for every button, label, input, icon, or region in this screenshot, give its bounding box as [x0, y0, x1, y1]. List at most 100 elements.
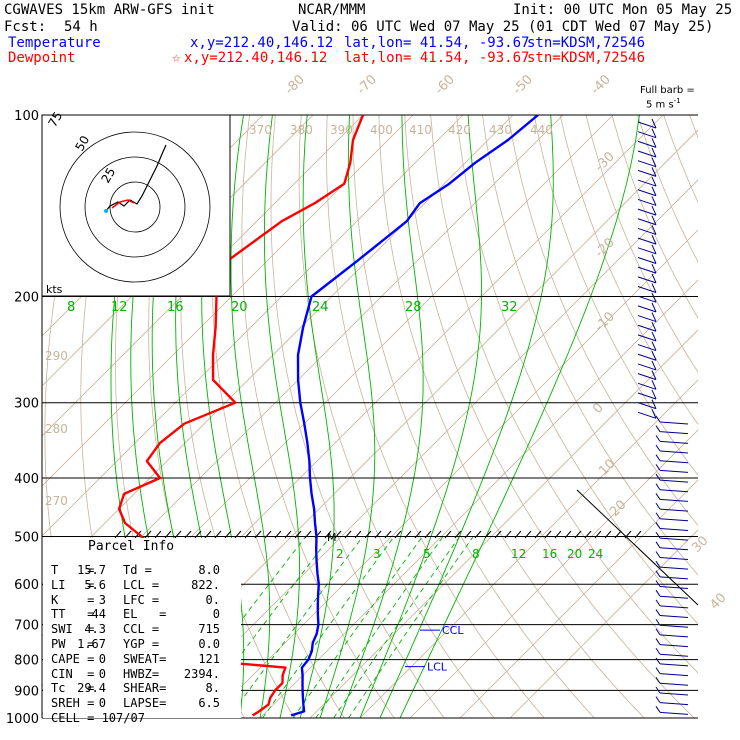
wind-barb-flag	[655, 531, 661, 539]
dry-adiabat-line	[637, 115, 698, 263]
parcel-info-cell: 0	[212, 607, 220, 622]
parcel-info-cell: 3	[98, 592, 106, 607]
wind-barb-flag	[651, 283, 657, 293]
dry-adiabat-line	[533, 115, 698, 476]
dry-adiabat-label: 290	[45, 349, 68, 363]
hatch-mark	[214, 530, 222, 539]
hatch-mark	[284, 530, 292, 539]
wind-barb-flag	[655, 483, 661, 491]
wind-barb-shaft	[659, 547, 689, 551]
parcel-info-cell: 4.3	[84, 622, 106, 637]
parcel-info-cell: CCL =	[123, 622, 160, 637]
pressure-tick-label: 200	[14, 291, 39, 306]
hatch-mark	[574, 530, 582, 539]
hatch-mark	[124, 530, 132, 539]
parcel-info-cell: 1.67	[77, 637, 106, 651]
dry-adiabat-label: 370	[249, 123, 272, 137]
wind-barb-shaft	[637, 227, 657, 235]
parcel-info-cell: 6.5	[198, 696, 220, 711]
isotherm-label: -20	[592, 235, 618, 261]
parcel-cell: CELL = 107/07	[51, 711, 145, 725]
wind-barb-shaft	[659, 692, 689, 696]
parcel-info-cell: 44	[91, 607, 106, 622]
wind-barb-flag	[651, 196, 657, 206]
wind-barb-flag	[655, 589, 661, 597]
hatch-mark	[434, 530, 442, 539]
mixing-ratio-line	[348, 536, 474, 718]
parcel-info-cell: 29.4	[77, 681, 106, 696]
wind-barb	[637, 370, 657, 381]
dry-adiabat-line	[611, 115, 698, 319]
hatch-mark	[154, 530, 162, 539]
wind-barb-flag	[655, 522, 661, 529]
wind-barb	[637, 138, 657, 148]
wind-barb	[655, 473, 689, 483]
wind-barb-flag	[655, 415, 661, 423]
isotherm-line	[459, 479, 698, 718]
wind-barb-shaft	[659, 479, 689, 483]
isotherm-label: 10	[596, 457, 618, 479]
wind-barb-shaft	[659, 711, 689, 715]
mixing-ratio-line	[333, 536, 460, 718]
pressure-tick-label: 800	[14, 654, 39, 669]
wind-barb-flag	[651, 341, 657, 351]
isotherm-line	[159, 179, 698, 718]
isotherm-label: 40	[707, 591, 729, 613]
wind-barb-flag	[651, 322, 657, 332]
mixing-ratio-label: 12	[511, 547, 526, 561]
wind-barb-flag	[651, 399, 657, 409]
hatch-mark	[294, 530, 302, 539]
wind-barb-shaft	[659, 460, 689, 464]
wind-barb-flag	[655, 657, 661, 665]
wind-barb-flag	[651, 225, 657, 235]
parcel-info-cell: LI =	[51, 577, 95, 592]
wind-barb-flag	[655, 502, 661, 510]
wind-barb	[637, 186, 657, 197]
moist-adiabat-label: 16	[167, 300, 184, 315]
wind-barb-shaft	[659, 702, 689, 706]
wind-barb	[655, 425, 689, 435]
dewpoint-legend-label: Dewpoint	[8, 50, 76, 66]
hatch-mark	[254, 530, 262, 539]
dry-adiabat-line	[404, 115, 695, 718]
barb-scale-title: Full barb =	[640, 85, 695, 96]
wind-barb-flag	[655, 464, 661, 471]
wind-barb-flag	[651, 409, 657, 419]
wind-barb-shaft	[637, 131, 657, 139]
wind-barb	[637, 244, 657, 255]
wind-barb-flag	[655, 677, 661, 684]
wind-barb	[637, 322, 657, 332]
wind-barb-shaft	[659, 518, 689, 522]
moist-adiabat-line	[359, 115, 482, 718]
hatch-mark	[474, 530, 482, 539]
dewpoint-legend-xy: x,y=212.40,146.12	[184, 50, 328, 66]
wind-barb-shaft	[637, 305, 657, 313]
wind-barb	[637, 254, 657, 264]
wind-barb-shaft	[637, 150, 657, 158]
wind-barb	[655, 502, 689, 512]
hatch-mark	[444, 530, 452, 539]
wind-barb-shaft	[659, 489, 689, 493]
wind-barb-flag	[655, 580, 661, 587]
hatch-mark	[164, 530, 172, 539]
wind-barb-shaft	[659, 615, 689, 619]
wind-barb	[655, 706, 689, 715]
dry-adiabat-line	[663, 115, 698, 204]
wind-barb	[637, 331, 657, 342]
dry-adiabat-label: 380	[290, 123, 313, 137]
dry-adiabat-line	[705, 87, 740, 730]
wind-barb-flag	[655, 473, 661, 481]
hatch-mark	[234, 530, 242, 539]
wind-barb-shaft	[659, 508, 689, 512]
wind-barb	[637, 360, 657, 371]
wind-barb-flag	[655, 686, 661, 694]
wind-barb	[637, 118, 657, 129]
barb-scale-unit: 5 m s-1	[646, 97, 681, 111]
wind-barb-shaft	[637, 266, 657, 274]
hatch-mark	[584, 530, 592, 539]
wind-barb	[655, 541, 689, 551]
ccl-label: CCL	[442, 624, 464, 637]
parcel-info-cell: 5.6	[84, 577, 106, 592]
hatch-mark	[304, 530, 312, 539]
wind-barb-flag	[655, 444, 661, 452]
